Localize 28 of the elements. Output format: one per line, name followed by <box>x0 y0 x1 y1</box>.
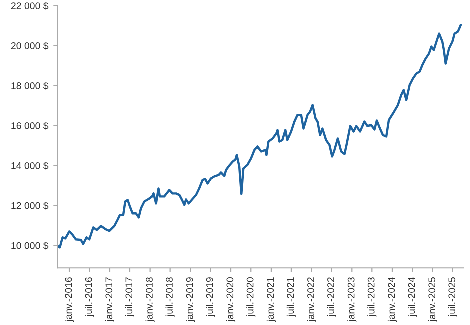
x-tick-label: juil.-2020 <box>246 278 256 317</box>
y-tick-label: 14 000 $ <box>12 162 49 170</box>
y-tick-label: 10 000 $ <box>12 242 49 250</box>
x-tick-label: juil.-2021 <box>286 278 296 317</box>
x-tick-label: janv.-2025 <box>428 278 438 322</box>
x-tick-label: janv.-2019 <box>186 278 196 322</box>
x-tick-label: janv.-2020 <box>226 278 236 322</box>
x-tick-label: juil.-2025 <box>448 278 458 317</box>
x-tick-label: janv.-2022 <box>307 278 316 322</box>
x-tick-label: juil.-2018 <box>166 278 175 317</box>
x-tick-label: janv.-2017 <box>105 278 115 322</box>
y-tick-label: 18 000 $ <box>12 82 49 90</box>
y-tick-label: 12 000 $ <box>12 202 49 210</box>
x-tick-label: janv.-2016 <box>64 278 74 322</box>
line-series <box>58 24 462 249</box>
x-tick-label: janv.-2018 <box>146 278 155 322</box>
x-tick-label: juil.-2016 <box>85 278 94 317</box>
x-tick-label: juil.-2022 <box>327 278 336 317</box>
x-tick-label: juil.-2017 <box>125 278 135 317</box>
x-tick-label: janv.-2023 <box>348 278 357 322</box>
x-tick-label: juil.-2024 <box>408 277 418 317</box>
y-tick-label: 16 000 $ <box>12 122 49 130</box>
y-tick-label: 20 000 $ <box>11 42 49 50</box>
y-tick-label: 22 000 $ <box>11 2 49 10</box>
x-tick-label: janv.-2024 <box>388 277 398 322</box>
x-tick-label: juil.-2019 <box>206 278 216 317</box>
x-tick-label: janv.-2021 <box>266 278 276 322</box>
x-tick-label: juil.-2023 <box>368 278 377 317</box>
